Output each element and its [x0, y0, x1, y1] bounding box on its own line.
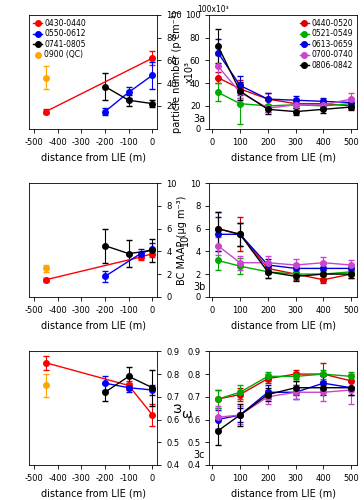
Text: 100x10³: 100x10³: [198, 5, 229, 14]
Legend: 0440-0520, 0521-0549, 0613-0659, 0700-0740, 0806-0842: 0440-0520, 0521-0549, 0613-0659, 0700-07…: [300, 19, 353, 70]
X-axis label: distance from LIE (m): distance from LIE (m): [41, 320, 146, 330]
X-axis label: distance from LIE (m): distance from LIE (m): [41, 152, 146, 162]
Y-axis label: ω: ω: [181, 408, 191, 421]
X-axis label: distance from LIE (m): distance from LIE (m): [41, 488, 146, 498]
Text: 3b: 3b: [193, 282, 205, 292]
Legend: 0430-0440, 0550-0612, 0741-0805, 0900 (QC): 0430-0440, 0550-0612, 0741-0805, 0900 (Q…: [33, 19, 86, 59]
Y-axis label: ω: ω: [171, 403, 185, 413]
Y-axis label: 10: 10: [179, 234, 190, 246]
X-axis label: distance from LIE (m): distance from LIE (m): [231, 320, 336, 330]
Y-axis label: BC MAAP (μg m⁻³): BC MAAP (μg m⁻³): [177, 196, 187, 284]
Text: 3a: 3a: [193, 114, 205, 124]
X-axis label: distance from LIE (m): distance from LIE (m): [231, 152, 336, 162]
Y-axis label: x10³: x10³: [185, 61, 195, 83]
Y-axis label: particle number (p cm⁻³): particle number (p cm⁻³): [172, 10, 182, 133]
Text: 3c: 3c: [193, 450, 205, 460]
X-axis label: distance from LIE (m): distance from LIE (m): [231, 488, 336, 498]
